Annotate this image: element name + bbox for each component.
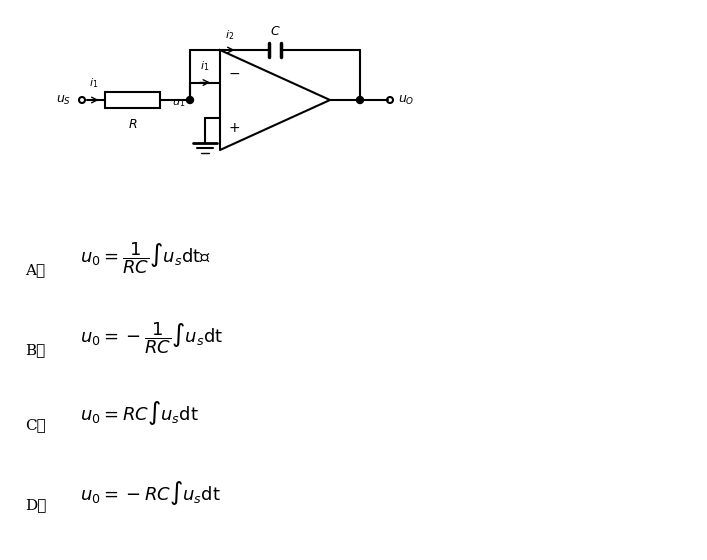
Text: $u_0 = -\dfrac{1}{RC}\int u_s\mathrm{dt}$: $u_0 = -\dfrac{1}{RC}\int u_s\mathrm{dt}… <box>80 320 223 356</box>
Text: D，: D， <box>25 498 47 512</box>
Text: $+$: $+$ <box>228 120 240 134</box>
Text: $i_1$: $i_1$ <box>89 76 98 90</box>
Text: $u_0 = \dfrac{1}{RC}\int u_s\mathrm{dt}$、: $u_0 = \dfrac{1}{RC}\int u_s\mathrm{dt}$… <box>80 240 211 276</box>
Text: $C$: $C$ <box>269 25 281 38</box>
Text: C，: C， <box>25 418 46 432</box>
Text: $u_0 = -RC\int u_s\mathrm{dt}$: $u_0 = -RC\int u_s\mathrm{dt}$ <box>80 479 221 507</box>
Text: $u_S$: $u_S$ <box>57 94 71 106</box>
Text: $R$: $R$ <box>128 118 137 131</box>
Text: $-$: $-$ <box>228 66 240 80</box>
Circle shape <box>356 96 363 104</box>
Text: $u_0 = RC\int u_s\mathrm{dt}$: $u_0 = RC\int u_s\mathrm{dt}$ <box>80 399 199 427</box>
Text: $i_2$: $i_2$ <box>225 28 234 42</box>
Text: A，: A， <box>25 263 45 277</box>
Text: $u_O$: $u_O$ <box>398 94 414 106</box>
Text: $u_1$: $u_1$ <box>172 97 185 109</box>
Circle shape <box>187 96 194 104</box>
Bar <box>105 92 160 108</box>
Text: B，: B， <box>25 343 45 357</box>
Text: $i_1$: $i_1$ <box>200 59 210 72</box>
